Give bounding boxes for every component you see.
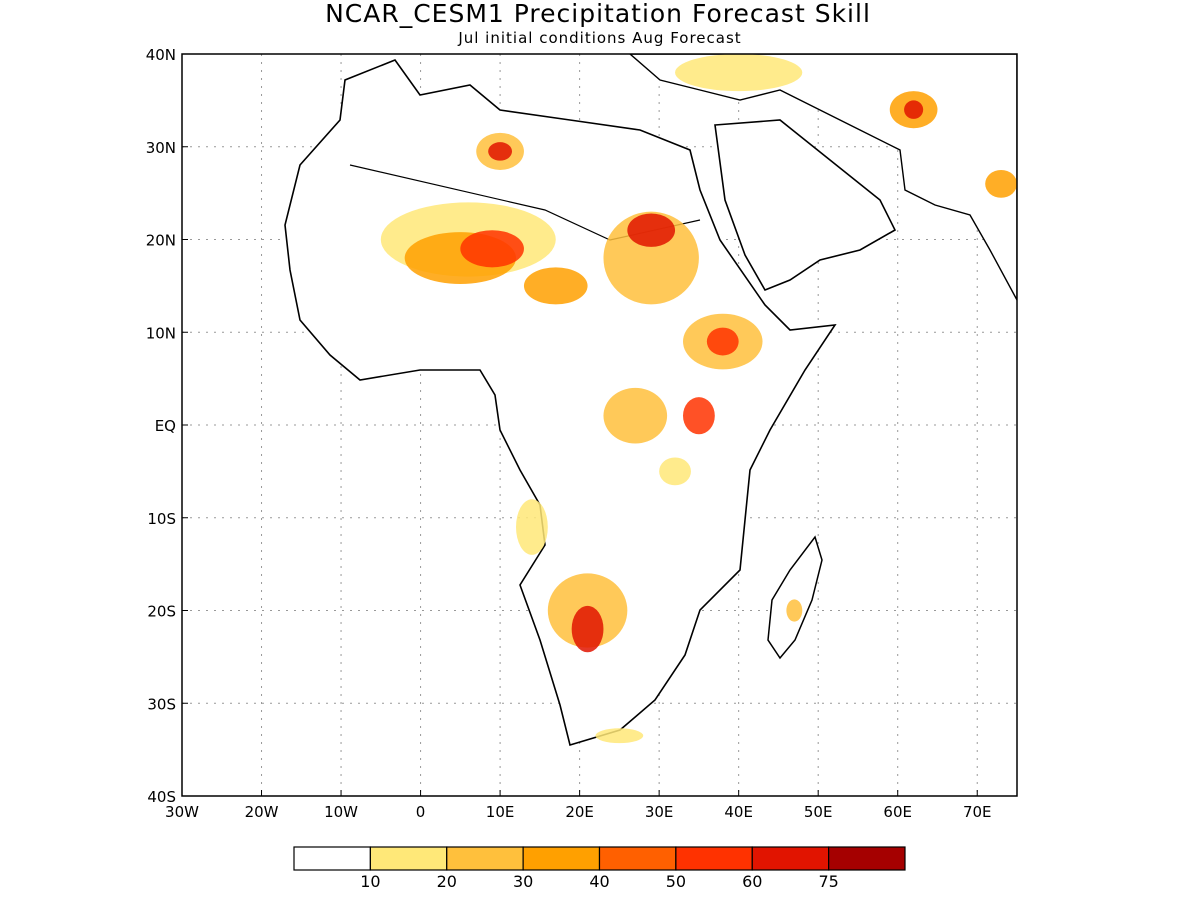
lon-tick-label: 10E (486, 803, 515, 821)
axis-ticks: 30W 20W 10W 0 10E 20E 30E 40E 50E 60E 70E 40N 30N 20N… (146, 46, 992, 821)
skill-region (659, 457, 691, 486)
lat-tick-label: 10N (146, 324, 176, 342)
lat-tick-label: 30S (147, 695, 176, 713)
lon-tick-label: 50E (804, 803, 833, 821)
skill-region (460, 230, 524, 268)
skill-region (706, 327, 739, 356)
skill-region (571, 605, 604, 653)
skill-region (595, 728, 644, 744)
arabia-outline (714, 119, 897, 292)
colorbar-swatch (293, 846, 371, 871)
lon-tick-label: 40E (724, 803, 753, 821)
skill-region (516, 499, 548, 555)
lat-tick-label: 10S (147, 510, 176, 528)
colorbar-label: 20 (437, 872, 457, 891)
skill-contours (380, 54, 1017, 744)
colorbar-swatch (598, 846, 677, 871)
skill-region (904, 100, 924, 119)
lat-tick-label: 40N (146, 46, 176, 64)
colorbar-label: 30 (513, 872, 533, 891)
colorbar-swatch (446, 846, 524, 871)
colorbar-label: 60 (742, 872, 762, 891)
skill-region (627, 213, 676, 247)
map-title: NCAR_CESM1 Precipitation Forecast Skill (325, 0, 871, 28)
lat-tick-label: 40S (147, 788, 176, 806)
lon-tick-label: 30W (165, 803, 199, 821)
skill-region (603, 387, 668, 444)
skill-region (786, 599, 803, 622)
skill-region (683, 397, 715, 435)
lat-tick-label: EQ (155, 417, 176, 435)
lon-tick-label: 60E (883, 803, 912, 821)
lon-tick-label: 20E (565, 803, 594, 821)
lon-tick-label: 70E (963, 803, 992, 821)
skill-region (675, 54, 803, 92)
lat-tick-label: 30N (146, 139, 176, 157)
skill-region (985, 169, 1017, 198)
lon-tick-label: 20W (245, 803, 279, 821)
lon-tick-label: 0 (416, 803, 426, 821)
colorbar-label: 10 (360, 872, 380, 891)
lat-tick-label: 20N (146, 232, 176, 250)
colorbar-swatch (828, 846, 906, 871)
lon-tick-label: 30E (645, 803, 674, 821)
colorbar-label: 50 (666, 872, 686, 891)
colorbar-swatch (751, 846, 830, 871)
colorbar-swatch (675, 846, 753, 871)
skill-region (603, 211, 699, 305)
lon-tick-label: 10W (324, 803, 358, 821)
colorbar-swatch (369, 846, 448, 871)
lat-tick-label: 20S (147, 603, 176, 621)
colorbar-swatch (522, 846, 601, 871)
skill-region (488, 142, 513, 161)
map-subtitle: Jul initial conditions Aug Forecast (457, 29, 741, 47)
skill-region (523, 267, 588, 305)
colorbar-label: 75 (818, 872, 838, 891)
madagascar-outline (767, 535, 823, 660)
colorbar-label: 40 (589, 872, 609, 891)
colorbar: 10 20 30 40 50 60 75 (293, 846, 906, 891)
